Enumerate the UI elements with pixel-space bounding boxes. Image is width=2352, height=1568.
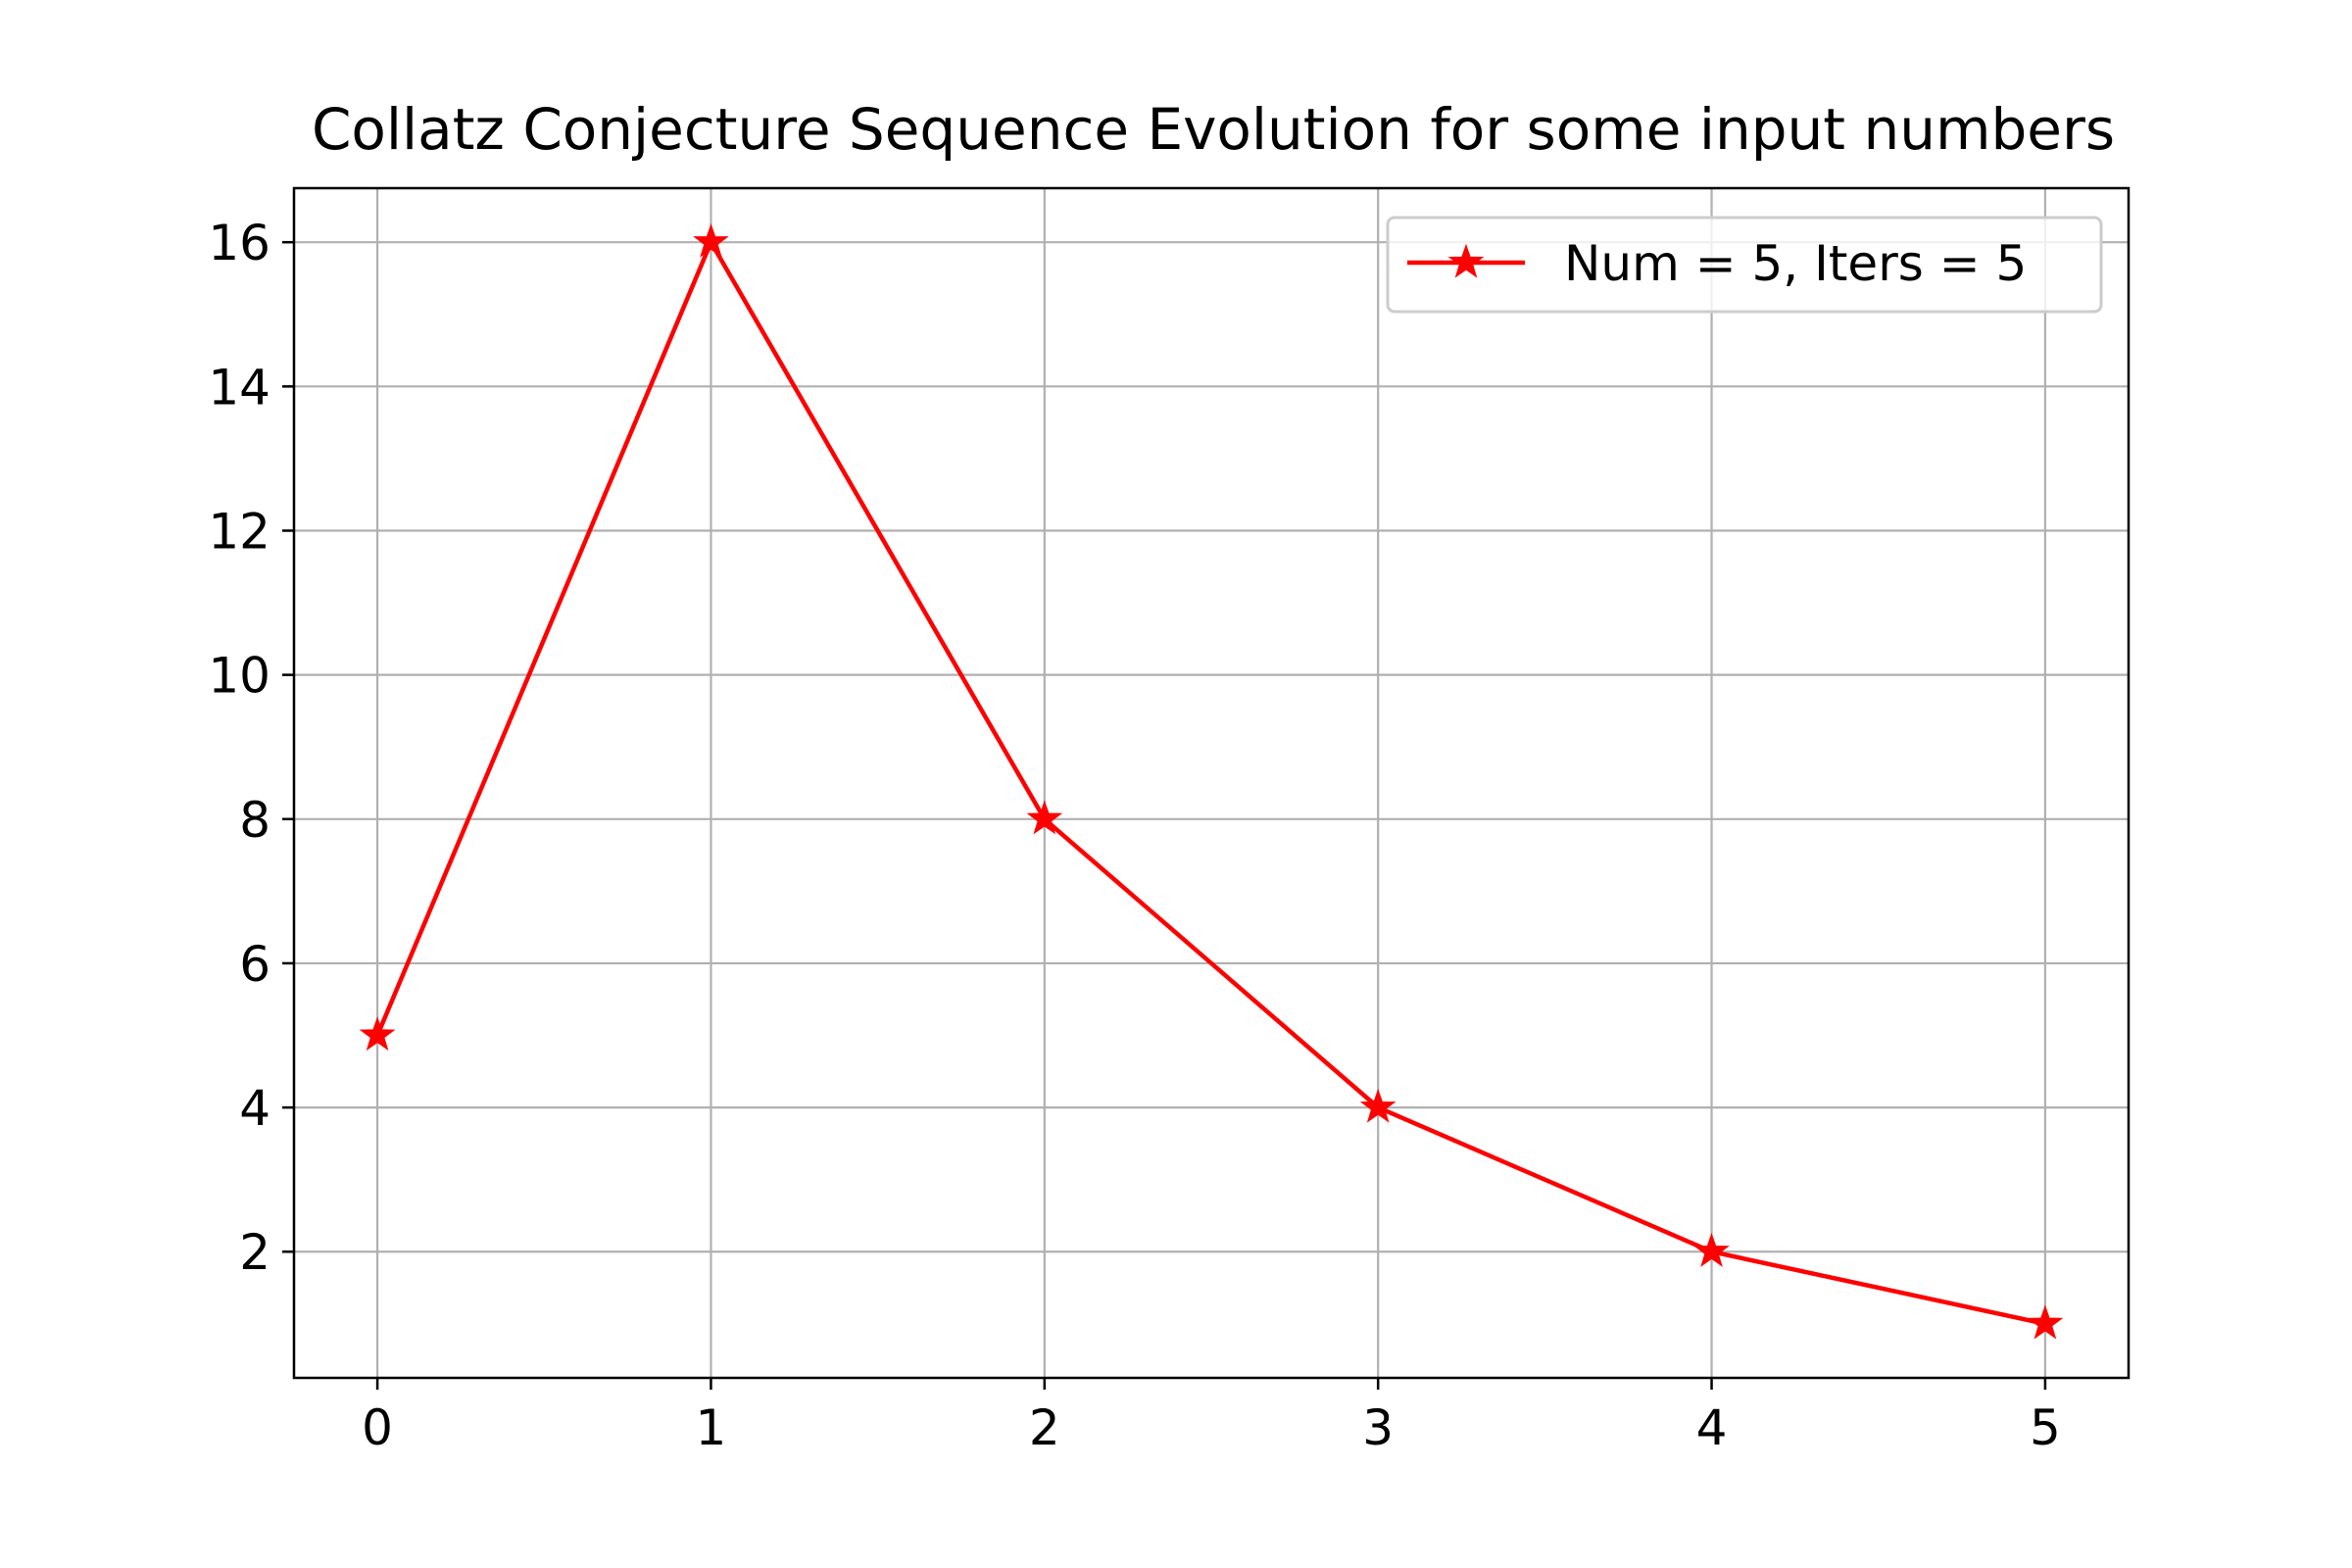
x-tick-label: 3 <box>1362 1399 1394 1456</box>
x-tick-label: 4 <box>1696 1399 1728 1456</box>
x-tick-label: 2 <box>1029 1399 1060 1456</box>
data-point-star-marker <box>359 1016 396 1052</box>
data-point-star-marker <box>693 222 729 258</box>
legend-box <box>1386 216 2103 314</box>
y-tick-label: 8 <box>239 792 270 849</box>
series-line <box>374 239 2048 1327</box>
y-tick-label: 16 <box>208 215 270 271</box>
y-tick-label: 12 <box>208 503 270 560</box>
y-tick-label: 2 <box>239 1224 270 1281</box>
x-tick-label: 0 <box>362 1399 393 1456</box>
chart-title: Collatz Conjecture Sequence Evolution fo… <box>312 96 2115 163</box>
plot-area-frame <box>292 186 2131 1380</box>
y-tick-label: 10 <box>208 648 270 705</box>
legend: Num = 5, Iters = 5 <box>1386 216 2103 314</box>
y-tick-label: 14 <box>208 359 270 416</box>
x-tick-label: 5 <box>2030 1399 2061 1456</box>
y-tick-label: 4 <box>239 1080 270 1137</box>
data-point-star-marker <box>1693 1232 1730 1267</box>
grid <box>294 188 2129 1378</box>
legend-star-marker <box>1447 243 1485 278</box>
x-tick-label: 1 <box>696 1399 727 1456</box>
data-point-star-marker <box>1359 1088 1396 1123</box>
series-layer <box>359 222 2064 1340</box>
data-point-star-marker <box>2027 1304 2064 1340</box>
legend-label: Num = 5, Iters = 5 <box>1564 235 2027 292</box>
data-point-star-marker <box>1026 800 1063 835</box>
y-tick-label: 6 <box>239 936 270 993</box>
